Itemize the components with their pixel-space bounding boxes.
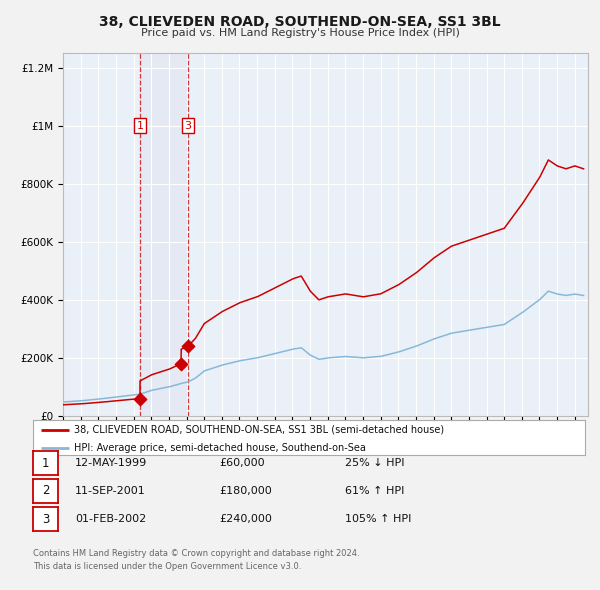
Text: 61% ↑ HPI: 61% ↑ HPI [345, 486, 404, 496]
Text: This data is licensed under the Open Government Licence v3.0.: This data is licensed under the Open Gov… [33, 562, 301, 571]
Text: 01-FEB-2002: 01-FEB-2002 [75, 514, 146, 524]
Text: 11-SEP-2001: 11-SEP-2001 [75, 486, 146, 496]
Text: 1: 1 [136, 121, 143, 130]
Text: £180,000: £180,000 [219, 486, 272, 496]
Text: Price paid vs. HM Land Registry's House Price Index (HPI): Price paid vs. HM Land Registry's House … [140, 28, 460, 38]
Text: 38, CLIEVEDEN ROAD, SOUTHEND-ON-SEA, SS1 3BL (semi-detached house): 38, CLIEVEDEN ROAD, SOUTHEND-ON-SEA, SS1… [74, 425, 445, 435]
Text: 3: 3 [42, 513, 49, 526]
Text: 25% ↓ HPI: 25% ↓ HPI [345, 458, 404, 468]
Text: 12-MAY-1999: 12-MAY-1999 [75, 458, 147, 468]
Text: £240,000: £240,000 [219, 514, 272, 524]
Point [176, 359, 186, 368]
Text: Contains HM Land Registry data © Crown copyright and database right 2024.: Contains HM Land Registry data © Crown c… [33, 549, 359, 558]
Point [135, 394, 145, 403]
Text: 1: 1 [42, 457, 49, 470]
Point [183, 342, 193, 351]
Text: £60,000: £60,000 [219, 458, 265, 468]
Text: 38, CLIEVEDEN ROAD, SOUTHEND-ON-SEA, SS1 3BL: 38, CLIEVEDEN ROAD, SOUTHEND-ON-SEA, SS1… [99, 15, 501, 29]
Text: 105% ↑ HPI: 105% ↑ HPI [345, 514, 412, 524]
Bar [140, 53, 188, 416]
Text: HPI: Average price, semi-detached house, Southend-on-Sea: HPI: Average price, semi-detached house,… [74, 442, 366, 453]
Text: 3: 3 [184, 121, 191, 130]
Text: 2: 2 [42, 484, 49, 497]
